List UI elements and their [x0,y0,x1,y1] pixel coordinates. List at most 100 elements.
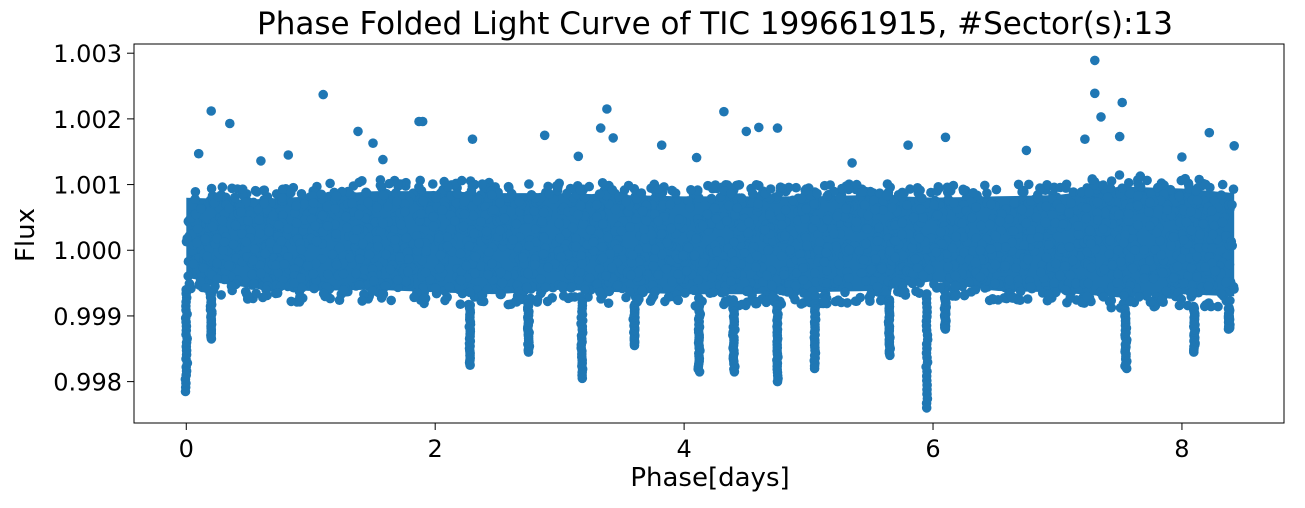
data-point [264,226,274,237]
data-point [1172,261,1183,272]
y-axis-ticks: 0.998 0.999 1.000 1.001 1.002 1.003 [53,40,134,397]
data-point [691,233,702,244]
data-point [822,278,832,288]
data-point [750,262,761,273]
data-point [1176,253,1187,264]
data-point [457,175,467,186]
data-point [295,292,305,302]
data-point [667,276,677,287]
data-point [737,299,747,310]
data-point [1139,245,1149,255]
data-point [825,180,835,190]
data-point [544,189,555,199]
data-point [1113,245,1123,256]
data-point [1065,270,1076,281]
data-point [1185,206,1196,217]
data-point [874,222,884,233]
data-point [970,257,981,268]
data-point [444,282,455,292]
data-point [1092,197,1103,208]
data-point [813,229,823,240]
data-point [903,140,913,150]
data-point [1132,200,1143,211]
data-point [629,340,640,351]
data-point [730,256,740,266]
data-point [265,238,276,248]
data-point [960,289,971,299]
data-point [1223,324,1234,334]
data-point [683,242,694,253]
data-point [866,264,877,275]
y-tick-label: 0.998 [53,369,122,397]
data-point [743,228,754,238]
data-point [538,207,549,218]
data-point [646,229,657,240]
data-point [890,236,901,246]
data-point [202,251,212,262]
data-point [626,257,637,268]
data-point [863,210,873,221]
data-point [891,276,902,287]
data-point [1085,238,1096,249]
data-point [924,264,934,275]
data-point [842,298,853,308]
data-point [968,188,979,198]
data-point [1227,200,1237,210]
data-point [763,245,774,255]
data-point [727,248,737,259]
data-point [451,197,461,208]
data-point [572,209,583,220]
data-point [860,200,870,210]
data-point [554,233,565,244]
data-point [1124,178,1134,188]
data-point [865,186,876,197]
data-point [940,324,951,334]
data-point [897,217,908,228]
data-point [637,206,648,216]
data-point [1065,293,1075,304]
data-point [375,226,386,237]
data-point [254,214,264,225]
data-point [1096,112,1106,122]
data-point [1025,282,1036,292]
data-point [739,277,750,288]
data-point [431,193,441,203]
data-point [359,265,370,275]
data-point [495,225,505,236]
data-point [834,193,845,204]
data-point [918,270,928,281]
data-point [959,247,969,258]
data-point [508,235,518,245]
data-point [279,259,290,269]
data-point [1058,219,1068,229]
data-point [754,122,764,133]
data-point [658,199,669,210]
data-point [469,228,479,239]
data-point [322,221,333,231]
data-point [299,215,310,225]
data-point [188,259,199,269]
data-point [689,285,699,296]
data-point [577,259,587,269]
data-point [716,264,726,275]
data-point [442,241,453,252]
data-point [523,347,534,357]
data-point [822,214,833,225]
data-point [595,123,606,133]
data-point [1106,295,1117,306]
data-point [792,215,803,226]
data-point [1000,261,1010,271]
data-point [1057,244,1067,254]
data-point [543,262,553,273]
data-point [450,216,460,226]
data-point [1135,171,1146,181]
data-point [885,182,895,193]
data-point [834,259,845,270]
data-point [831,241,841,252]
data-point [887,202,897,213]
data-point [354,280,365,290]
data-point [870,204,880,215]
data-point [538,249,549,259]
data-point [1066,198,1076,208]
data-point [642,243,652,253]
